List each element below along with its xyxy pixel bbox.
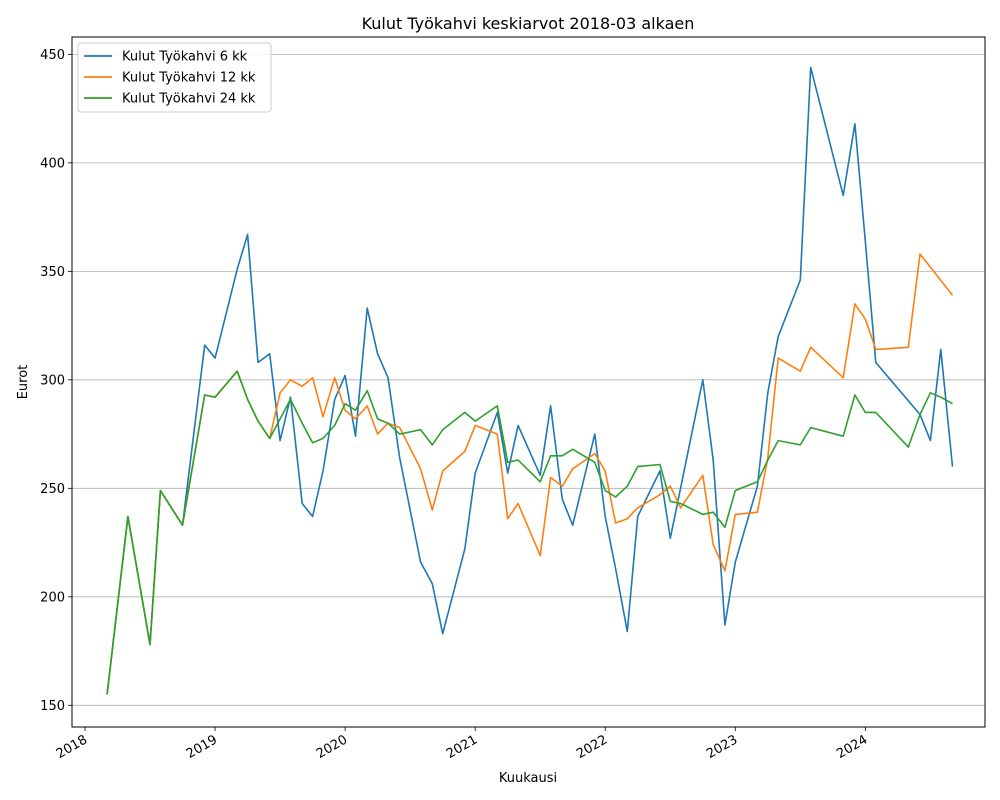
y-tick-label: 400 bbox=[40, 156, 65, 171]
y-tick-label: 250 bbox=[40, 482, 65, 497]
x-axis-ticks: 2018 2019 2020 2021 2022 2023 2024 bbox=[54, 727, 870, 762]
x-tick-label: 2023 bbox=[704, 732, 740, 762]
y-gridlines bbox=[72, 53, 985, 706]
x-tick-label: 2024 bbox=[834, 732, 870, 762]
y-tick-label: 350 bbox=[40, 265, 65, 280]
y-tick-label: 450 bbox=[40, 48, 65, 63]
legend-box bbox=[77, 42, 272, 113]
legend-label: Kulut Työkahvi 6 kk bbox=[122, 50, 248, 65]
chart-title: Kulut Työkahvi keskiarvot 2018-03 alkaen bbox=[362, 14, 695, 33]
legend-label: Kulut Työkahvi 12 kk bbox=[122, 71, 256, 86]
plot-area-frame bbox=[71, 36, 986, 728]
y-tick-label: 200 bbox=[40, 590, 65, 605]
y-axis-label: Eurot bbox=[16, 365, 31, 400]
x-tick-label: 2020 bbox=[314, 732, 350, 762]
series-line bbox=[106, 253, 954, 695]
y-tick-label: 150 bbox=[40, 699, 65, 714]
y-tick-label: 300 bbox=[40, 373, 65, 388]
series-line bbox=[106, 370, 953, 695]
series-line bbox=[106, 66, 954, 695]
x-axis-label: Kuukausi bbox=[499, 771, 557, 786]
legend-label: Kulut Työkahvi 24 kk bbox=[122, 92, 256, 107]
x-tick-label: 2019 bbox=[184, 732, 220, 762]
legend: Kulut Työkahvi 6 kk Kulut Työkahvi 12 kk K… bbox=[77, 42, 272, 113]
x-tick-label: 2021 bbox=[444, 732, 480, 762]
series-lines bbox=[106, 66, 954, 695]
y-axis-ticks: 150 200 250 300 350 400 450 bbox=[40, 48, 72, 714]
x-tick-label: 2018 bbox=[54, 732, 90, 762]
x-tick-label: 2022 bbox=[574, 732, 610, 762]
